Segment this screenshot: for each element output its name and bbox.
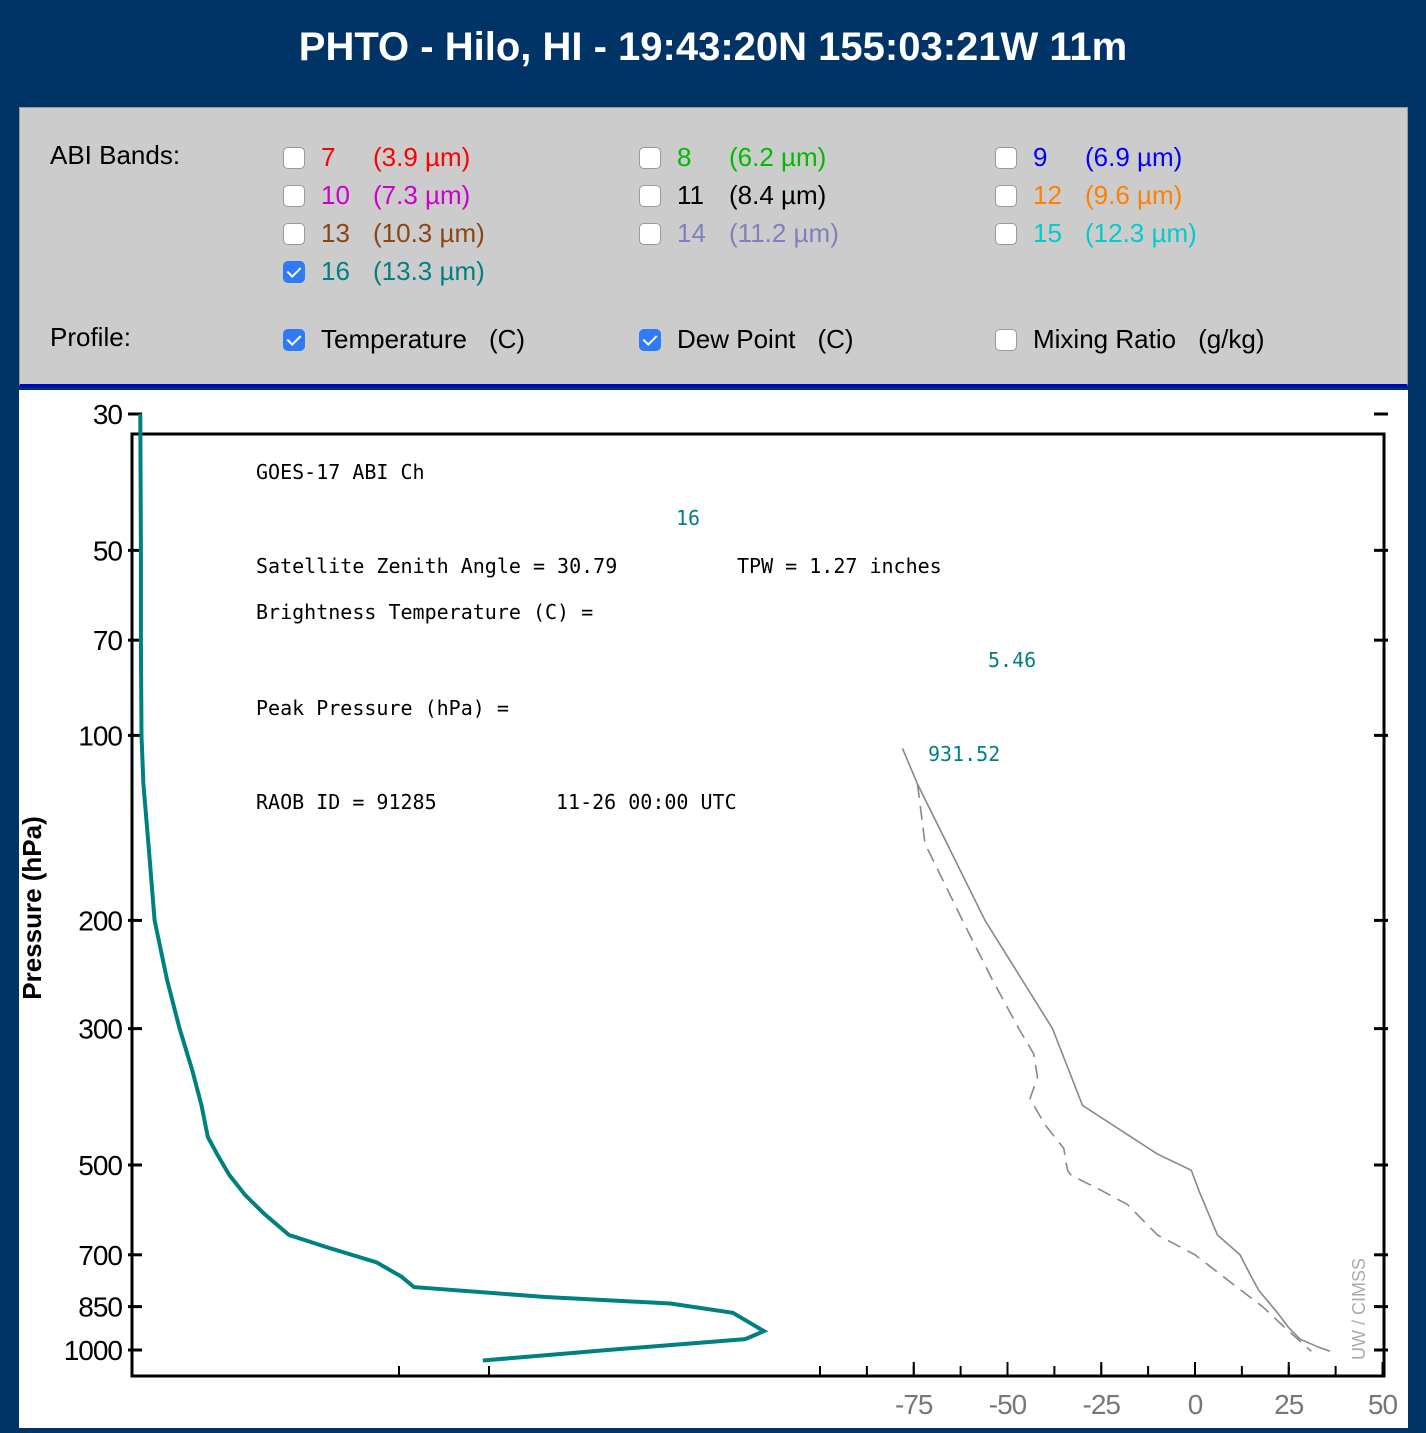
band-7-checkbox[interactable] (283, 146, 305, 169)
page-title: PHTO - Hilo, HI - 19:43:20N 155:03:21W 1… (298, 25, 1128, 69)
band-option-12[interactable]: 12 (9.6 µm) (995, 180, 1182, 211)
band-wavelength: (8.4 µm) (729, 180, 827, 210)
band-number: 13 (321, 218, 350, 248)
profile-checkbox[interactable] (283, 328, 305, 351)
band-option-11[interactable]: 11 (8.4 µm) (639, 180, 826, 211)
annotation-time: 11-26 00:00 UTC (556, 790, 737, 814)
band-option-13[interactable]: 13 (10.3 µm) (283, 218, 485, 249)
band-option-9[interactable]: 9 (6.9 µm) (995, 142, 1182, 173)
band-number: 8 (677, 142, 692, 172)
x-tick-label: -25 (1083, 1389, 1121, 1420)
band-16-checkbox[interactable] (283, 260, 305, 283)
profile-label-text: Dew Point (677, 324, 796, 354)
band-option-7[interactable]: 7 (3.9 µm) (283, 142, 470, 173)
profile-checkbox[interactable] (639, 328, 661, 351)
band-number: 7 (321, 142, 336, 172)
band-number: 15 (1033, 218, 1062, 248)
profile-label-text: Mixing Ratio (1033, 324, 1177, 354)
profile-option-dew-point[interactable]: Dew Point (C) (639, 324, 854, 355)
band-wavelength: (13.3 µm) (373, 256, 485, 286)
band-wavelength: (6.9 µm) (1085, 142, 1183, 172)
band-12-checkbox[interactable] (995, 184, 1017, 207)
x-tick-label: 0 (1188, 1389, 1203, 1420)
band-8-checkbox[interactable] (639, 146, 661, 169)
band-number: 12 (1033, 180, 1062, 210)
y-tick-label: 500 (78, 1150, 122, 1181)
band-option-8[interactable]: 8 (6.2 µm) (639, 142, 826, 173)
band-11-checkbox[interactable] (639, 184, 661, 207)
y-tick-label: 1000 (64, 1335, 123, 1366)
band-15-checkbox[interactable] (995, 222, 1017, 245)
x-tick-label: 25 (1274, 1389, 1304, 1420)
x-tick-label: -75 (895, 1389, 933, 1420)
y-tick-label: 850 (78, 1292, 122, 1323)
y-tick-label: 50 (93, 535, 123, 566)
band-13-checkbox[interactable] (283, 222, 305, 245)
band-option-16[interactable]: 16 (13.3 µm) (283, 256, 485, 287)
band-10-checkbox[interactable] (283, 184, 305, 207)
band-number: 16 (321, 256, 350, 286)
band-number: 10 (321, 180, 350, 210)
y-tick-label: 700 (78, 1240, 122, 1271)
annotation-peak-value: 931.52 (928, 742, 1000, 766)
annotation-channel: 16 (676, 506, 700, 530)
annotation-raob: RAOB ID = 91285 (256, 790, 437, 814)
band-14-checkbox[interactable] (639, 222, 661, 245)
band-wavelength: (3.9 µm) (373, 142, 471, 172)
annotation-tpw: TPW = 1.27 inches (737, 554, 942, 578)
annotation-line1: GOES-17 ABI Ch (256, 460, 425, 484)
y-tick-label: 30 (93, 399, 123, 430)
annotation-bt-value: 5.46 (988, 648, 1036, 672)
band-9-checkbox[interactable] (995, 146, 1017, 169)
band-number: 9 (1033, 142, 1048, 172)
band-wavelength: (6.2 µm) (729, 142, 827, 172)
x-tick-label: 50 (1368, 1389, 1398, 1420)
band-number: 11 (677, 180, 704, 210)
band-wavelength: (7.3 µm) (373, 180, 471, 210)
abi-bands-label: ABI Bands: (50, 140, 181, 170)
band-option-15[interactable]: 15 (12.3 µm) (995, 218, 1197, 249)
credit-label: UW / CIMSS (1349, 1258, 1369, 1360)
dewpoint-line (916, 783, 1312, 1352)
annotation-zenith: Satellite Zenith Angle = 30.79 (256, 554, 617, 578)
profile-checkbox[interactable] (995, 328, 1017, 351)
weighting-function-chart: 30 50 70 100 200 300 500 700 850 1000 -75 -50 -25 0 25… (17, 399, 1398, 1420)
band-number: 14 (677, 218, 706, 248)
x-tick-label: -50 (989, 1389, 1027, 1420)
band-wavelength: (9.6 µm) (1085, 180, 1183, 210)
y-tick-label: 300 (78, 1014, 122, 1045)
y-tick-label: 200 (78, 905, 122, 936)
profile-label-text: Temperature (321, 324, 467, 354)
temperature-line (901, 748, 1331, 1353)
y-axis-label: Pressure (hPa) (19, 816, 47, 1000)
profile-unit: (C) (488, 324, 526, 354)
y-tick-label: 100 (78, 720, 122, 751)
profile-option-temperature[interactable]: Temperature (C) (283, 324, 525, 355)
band-wavelength: (12.3 µm) (1085, 218, 1197, 248)
plot-frame (130, 432, 1386, 1378)
band-option-10[interactable]: 10 (7.3 µm) (283, 180, 470, 211)
band-wavelength: (11.2 µm) (729, 218, 839, 248)
annotation-bt-label: Brightness Temperature (C) = (256, 600, 593, 624)
controls-panel: ABI Bands: Profile: 7 (3.9 µm) 8 (6.2 µm) 9 (… (19, 107, 1408, 387)
profile-unit: (C) (817, 324, 854, 354)
y-tick-label: 70 (93, 625, 123, 656)
profile-unit: (g/kg) (1198, 324, 1265, 354)
band-wavelength: (10.3 µm) (373, 218, 485, 248)
annotation-peak-label: Peak Pressure (hPa) = (256, 696, 509, 720)
profile-option-mixing-ratio[interactable]: Mixing Ratio (g/kg) (995, 324, 1265, 355)
profile-label: Profile: (50, 322, 131, 352)
chart-area: 30 50 70 100 200 300 500 700 850 1000 -75 -50 -25 0 25… (17, 390, 1408, 1428)
weighting-function-line (138, 413, 769, 1363)
band-option-14[interactable]: 14 (11.2 µm) (639, 218, 839, 249)
